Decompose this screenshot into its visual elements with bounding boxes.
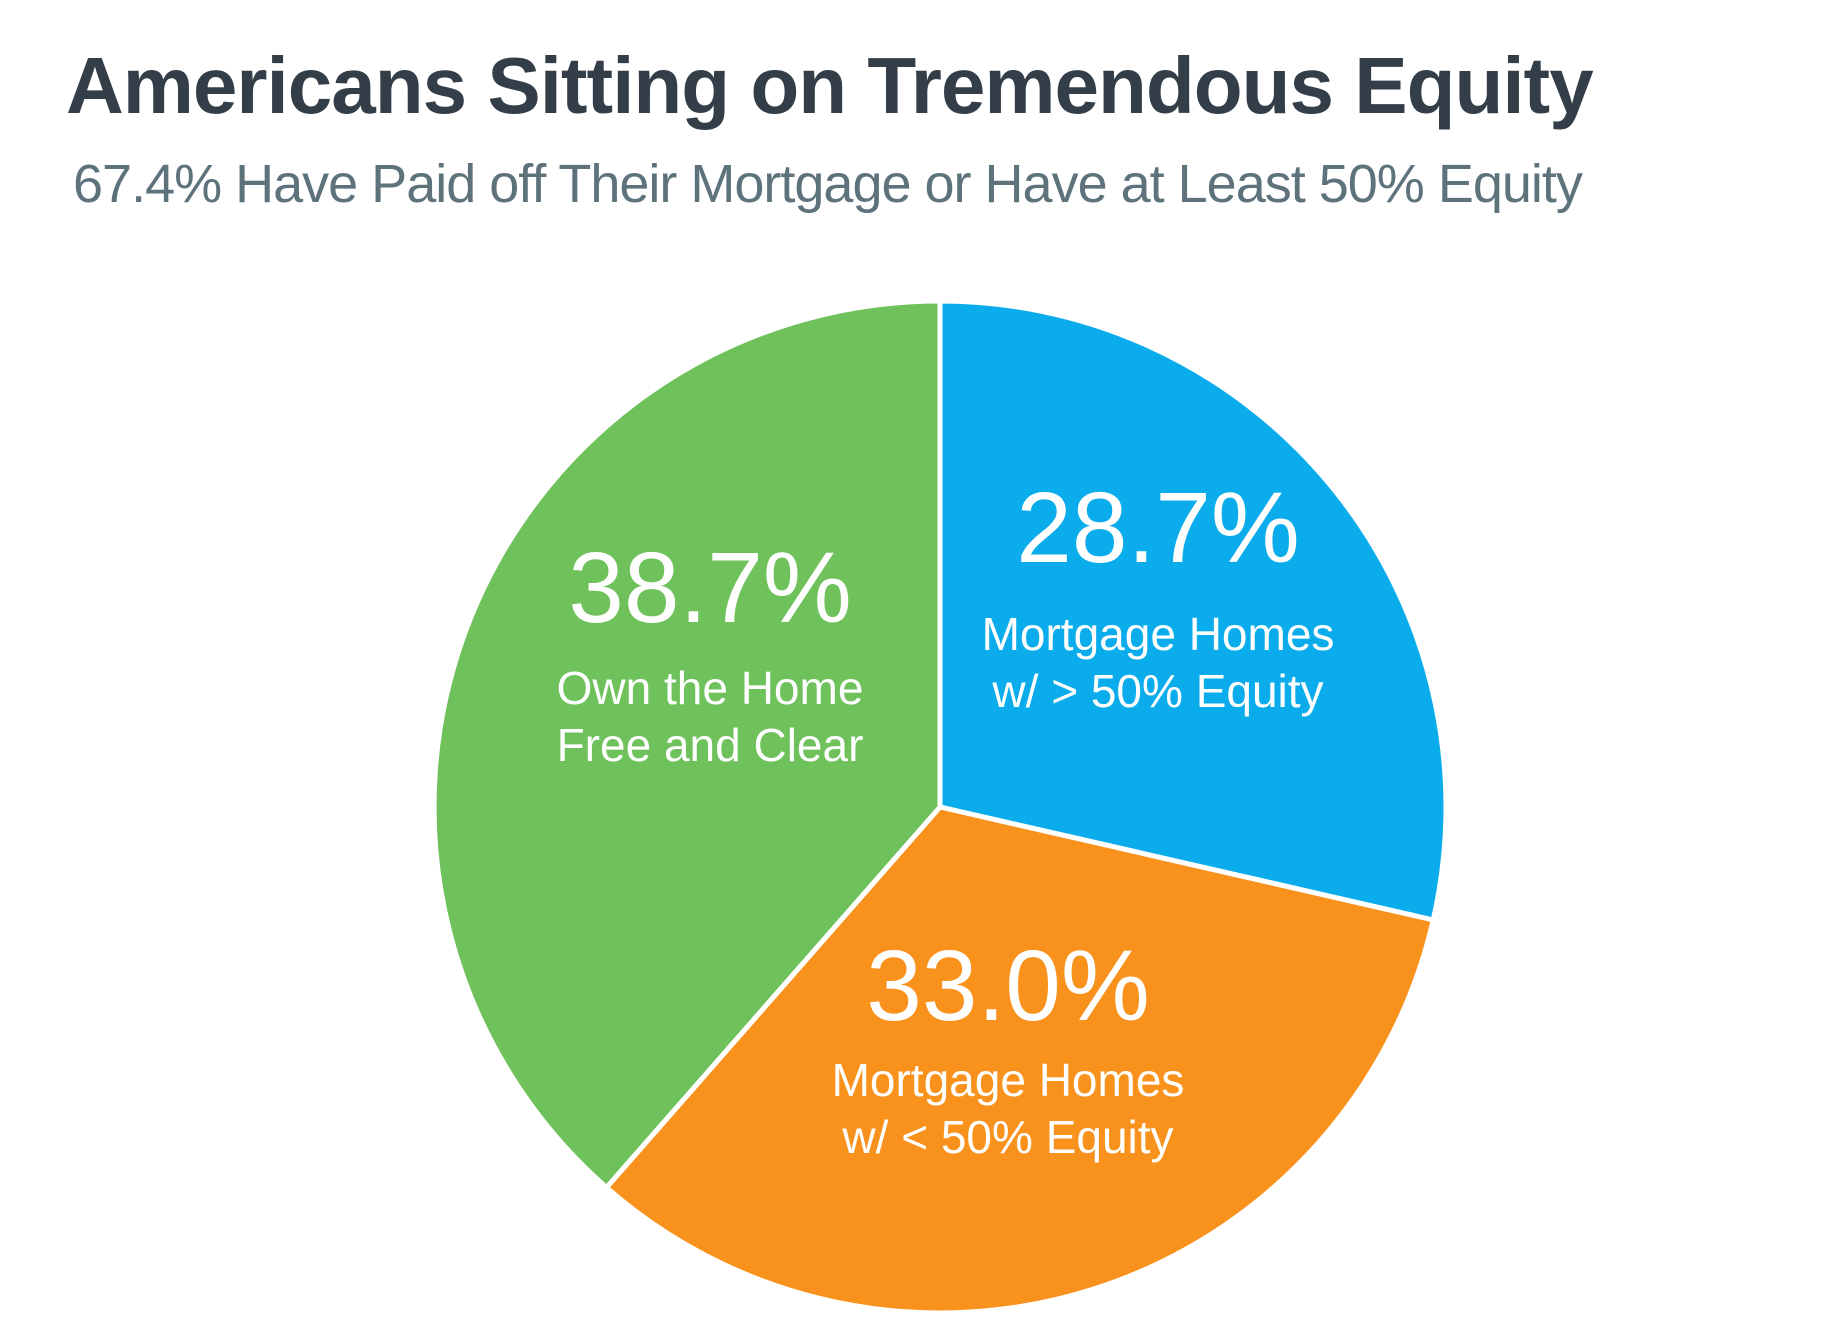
page-subtitle: 67.4% Have Paid off Their Mortgage or Ha… [73,154,1583,214]
pie-slice-mortgage-homes-lt-50-equity [604,804,1436,1316]
pie-slice-mortgage-homes-gt-50-equity [937,298,1449,923]
pie-slice-own-home-free-and-clear [431,298,943,1190]
page-title: Americans Sitting on Tremendous Equity [66,41,1594,130]
pie-slices [431,298,1449,1316]
